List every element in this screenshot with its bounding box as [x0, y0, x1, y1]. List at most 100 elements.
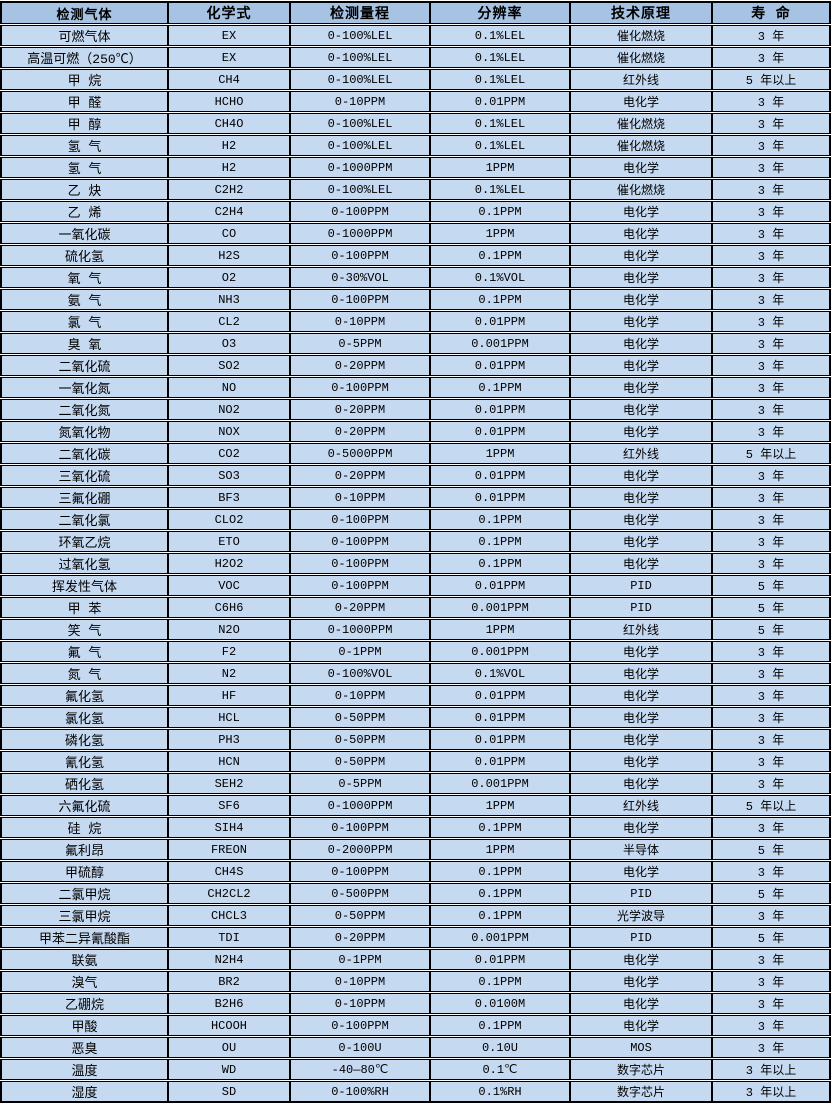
- resolution-cell: 0.01PPM: [430, 751, 570, 772]
- formula-cell: O2: [168, 267, 290, 288]
- range-cell: 0-1000PPM: [290, 223, 430, 244]
- gas-name-cell: 甲苯二异氰酸酯: [0, 927, 168, 948]
- gas-name-cell: 恶臭: [0, 1037, 168, 1058]
- range-cell: 0-50PPM: [290, 751, 430, 772]
- formula-cell: CL2: [168, 311, 290, 332]
- table-row: 甲 烷 CH4 0-100%LEL 0.1%LEL 红外线 5 年以上: [0, 69, 831, 90]
- formula-cell: SO2: [168, 355, 290, 376]
- formula-cell: NH3: [168, 289, 290, 310]
- table-row: 环氧乙烷 ETO 0-100PPM 0.1PPM 电化学 3 年: [0, 531, 831, 552]
- formula-cell: HCL: [168, 707, 290, 728]
- gas-name-cell: 甲 醇: [0, 113, 168, 134]
- gas-name-cell: 挥发性气体: [0, 575, 168, 596]
- range-cell: 0-500PPM: [290, 883, 430, 904]
- table-row: 臭 氧 O3 0-5PPM 0.001PPM 电化学 3 年: [0, 333, 831, 354]
- table-row: 氢 气 H2 0-1000PPM 1PPM 电化学 3 年: [0, 157, 831, 178]
- gas-name-cell: 一氧化氮: [0, 377, 168, 398]
- lifespan-cell: 3 年: [712, 553, 831, 574]
- table-row: 高温可燃（250℃） EX 0-100%LEL 0.1%LEL 催化燃烧 3 年: [0, 47, 831, 68]
- range-cell: 0-10PPM: [290, 91, 430, 112]
- gas-name-cell: 二氧化氯: [0, 509, 168, 530]
- range-cell: 0-30%VOL: [290, 267, 430, 288]
- lifespan-cell: 3 年: [712, 113, 831, 134]
- formula-cell: HCHO: [168, 91, 290, 112]
- formula-cell: SEH2: [168, 773, 290, 794]
- table-row: 乙硼烷 B2H6 0-10PPM 0.0100M 电化学 3 年: [0, 993, 831, 1014]
- resolution-cell: 0.1%RH: [430, 1081, 570, 1103]
- table-row: 二氯甲烷 CH2CL2 0-500PPM 0.1PPM PID 5 年: [0, 883, 831, 904]
- lifespan-cell: 3 年: [712, 377, 831, 398]
- formula-cell: HCN: [168, 751, 290, 772]
- formula-cell: OU: [168, 1037, 290, 1058]
- formula-cell: F2: [168, 641, 290, 662]
- header-row: 检测气体 化学式 检测量程 分辨率 技术原理 寿 命: [0, 1, 831, 24]
- table-row: 氰化氢 HCN 0-50PPM 0.01PPM 电化学 3 年: [0, 751, 831, 772]
- resolution-cell: 0.1%LEL: [430, 179, 570, 200]
- resolution-cell: 0.001PPM: [430, 773, 570, 794]
- formula-cell: C2H2: [168, 179, 290, 200]
- range-cell: 0-100PPM: [290, 531, 430, 552]
- lifespan-cell: 3 年: [712, 1037, 831, 1058]
- gas-name-cell: 一氧化碳: [0, 223, 168, 244]
- principle-cell: MOS: [570, 1037, 712, 1058]
- range-cell: 0-100U: [290, 1037, 430, 1058]
- table-row: 溴气 BR2 0-10PPM 0.1PPM 电化学 3 年: [0, 971, 831, 992]
- formula-cell: CO: [168, 223, 290, 244]
- formula-cell: WD: [168, 1059, 290, 1080]
- table-row: 甲 醛 HCHO 0-10PPM 0.01PPM 电化学 3 年: [0, 91, 831, 112]
- table-row: 甲苯二异氰酸酯 TDI 0-20PPM 0.001PPM PID 5 年: [0, 927, 831, 948]
- principle-cell: 电化学: [570, 399, 712, 420]
- table-row: 二氧化硫 SO2 0-20PPM 0.01PPM 电化学 3 年: [0, 355, 831, 376]
- resolution-cell: 0.1%LEL: [430, 69, 570, 90]
- principle-cell: 电化学: [570, 289, 712, 310]
- range-cell: 0-10PPM: [290, 993, 430, 1014]
- table-row: 氯 气 CL2 0-10PPM 0.01PPM 电化学 3 年: [0, 311, 831, 332]
- formula-cell: CH4O: [168, 113, 290, 134]
- principle-cell: PID: [570, 597, 712, 618]
- table-header: 检测气体 化学式 检测量程 分辨率 技术原理 寿 命: [0, 1, 831, 24]
- gas-name-cell: 硅 烷: [0, 817, 168, 838]
- table-row: 氟化氢 HF 0-10PPM 0.01PPM 电化学 3 年: [0, 685, 831, 706]
- formula-cell: EX: [168, 47, 290, 68]
- formula-cell: C2H4: [168, 201, 290, 222]
- gas-name-cell: 甲酸: [0, 1015, 168, 1036]
- formula-cell: CH4S: [168, 861, 290, 882]
- gas-name-cell: 笑 气: [0, 619, 168, 640]
- principle-cell: 电化学: [570, 421, 712, 442]
- table-row: 氯化氢 HCL 0-50PPM 0.01PPM 电化学 3 年: [0, 707, 831, 728]
- range-cell: 0-100PPM: [290, 201, 430, 222]
- resolution-cell: 0.1℃: [430, 1059, 570, 1080]
- lifespan-cell: 5 年: [712, 597, 831, 618]
- table-row: 一氧化氮 NO 0-100PPM 0.1PPM 电化学 3 年: [0, 377, 831, 398]
- gas-name-cell: 氢 气: [0, 135, 168, 156]
- table-row: 氮氧化物 NOX 0-20PPM 0.01PPM 电化学 3 年: [0, 421, 831, 442]
- lifespan-cell: 3 年: [712, 135, 831, 156]
- lifespan-cell: 3 年: [712, 641, 831, 662]
- principle-cell: 电化学: [570, 157, 712, 178]
- formula-cell: FREON: [168, 839, 290, 860]
- lifespan-cell: 3 年: [712, 1015, 831, 1036]
- gas-name-cell: 高温可燃（250℃）: [0, 47, 168, 68]
- table-row: 磷化氢 PH3 0-50PPM 0.01PPM 电化学 3 年: [0, 729, 831, 750]
- lifespan-cell: 3 年: [712, 355, 831, 376]
- formula-cell: H2O2: [168, 553, 290, 574]
- table-row: 六氟化硫 SF6 0-1000PPM 1PPM 红外线 5 年以上: [0, 795, 831, 816]
- table-row: 氟利昂 FREON 0-2000PPM 1PPM 半导体 5 年: [0, 839, 831, 860]
- table-row: 过氧化氢 H2O2 0-100PPM 0.1PPM 电化学 3 年: [0, 553, 831, 574]
- table-row: 甲 醇 CH4O 0-100%LEL 0.1%LEL 催化燃烧 3 年: [0, 113, 831, 134]
- gas-name-cell: 氰化氢: [0, 751, 168, 772]
- resolution-cell: 0.01PPM: [430, 949, 570, 970]
- lifespan-cell: 3 年: [712, 245, 831, 266]
- principle-cell: 电化学: [570, 861, 712, 882]
- principle-cell: 电化学: [570, 685, 712, 706]
- formula-cell: N2H4: [168, 949, 290, 970]
- lifespan-cell: 3 年: [712, 333, 831, 354]
- principle-cell: 电化学: [570, 971, 712, 992]
- lifespan-cell: 3 年: [712, 289, 831, 310]
- table-row: 三氧化硫 SO3 0-20PPM 0.01PPM 电化学 3 年: [0, 465, 831, 486]
- table-row: 甲 苯 C6H6 0-20PPM 0.001PPM PID 5 年: [0, 597, 831, 618]
- formula-cell: NOX: [168, 421, 290, 442]
- gas-name-cell: 二氧化硫: [0, 355, 168, 376]
- gas-name-cell: 乙 烯: [0, 201, 168, 222]
- principle-cell: 红外线: [570, 69, 712, 90]
